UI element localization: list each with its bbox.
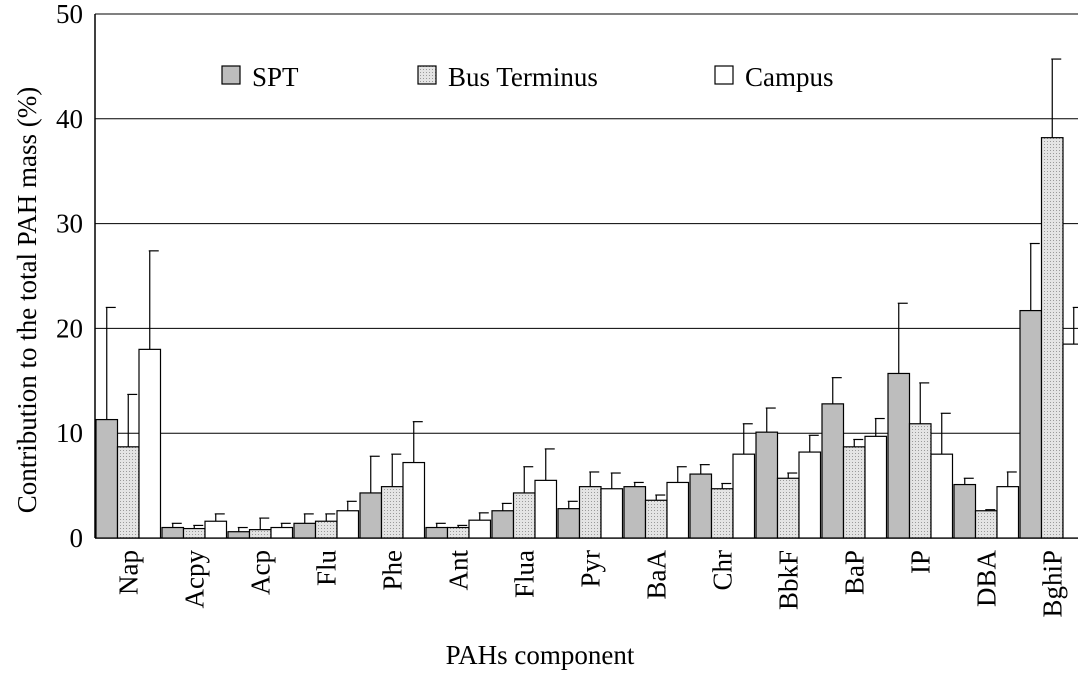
- bar: [402, 461, 426, 539]
- bar: [623, 486, 647, 539]
- y-tick-label: 50: [56, 0, 83, 29]
- bar: [336, 510, 360, 539]
- bar: [842, 446, 866, 539]
- x-tick-label: Flua: [509, 550, 539, 598]
- bar: [578, 486, 602, 539]
- bar: [996, 486, 1020, 539]
- bar: [755, 431, 779, 539]
- x-tick-label: Chr: [707, 550, 737, 591]
- x-tick-label: IP: [905, 550, 935, 574]
- bar: [534, 479, 558, 539]
- bar: [930, 453, 954, 539]
- bar: [425, 526, 449, 539]
- bar: [227, 531, 251, 539]
- bar: [600, 488, 624, 539]
- x-tick-label: DBA: [971, 550, 1001, 608]
- bar: [953, 483, 977, 539]
- x-tick-label: BaA: [641, 550, 671, 600]
- bar: [182, 527, 206, 539]
- bar: [116, 446, 140, 539]
- y-tick-label: 20: [56, 313, 83, 343]
- legend-swatch: [714, 65, 734, 85]
- x-tick-label: Nap: [113, 550, 143, 595]
- x-tick-label: Acpy: [179, 550, 209, 609]
- bar: [270, 526, 294, 539]
- bar: [446, 526, 470, 539]
- bar: [359, 492, 383, 539]
- bar: [974, 510, 998, 539]
- x-tick-label: Acp: [245, 550, 275, 595]
- y-tick-label: 10: [56, 418, 83, 448]
- x-tick-label: BghiP: [1037, 550, 1067, 618]
- bar: [1040, 137, 1064, 539]
- x-tick-label: Ant: [443, 550, 473, 591]
- bar: [644, 499, 668, 539]
- legend-label: SPT: [252, 62, 299, 92]
- bar: [468, 519, 492, 539]
- legend-swatch: [417, 65, 437, 85]
- bar: [161, 526, 185, 539]
- bar: [710, 488, 734, 539]
- bar: [138, 348, 162, 539]
- legend-swatch: [221, 65, 241, 85]
- y-tick-label: 0: [70, 523, 84, 553]
- x-tick-label: BaP: [839, 550, 869, 595]
- bar: [908, 423, 932, 539]
- bar: [380, 486, 404, 539]
- legend-label: Bus Terminus: [448, 62, 598, 92]
- x-axis-title: PAHs component: [446, 640, 635, 670]
- bar: [557, 508, 581, 539]
- x-tick-label: Phe: [377, 550, 407, 591]
- y-axis-title: Contribution to the total PAH mass (%): [12, 87, 42, 514]
- bar: [314, 520, 338, 539]
- bar: [293, 522, 317, 539]
- bar: [821, 403, 845, 539]
- x-tick-label: Pyr: [575, 550, 605, 588]
- bar: [864, 435, 888, 539]
- bar: [95, 418, 119, 539]
- bar: [776, 477, 800, 539]
- x-tick-label: Flu: [311, 550, 341, 587]
- bar: [491, 510, 515, 539]
- bar: [798, 451, 822, 539]
- bar: [204, 520, 228, 539]
- bar: [732, 453, 756, 539]
- bar: [248, 529, 272, 539]
- y-tick-label: 30: [56, 209, 83, 239]
- bar: [666, 481, 690, 539]
- x-tick-label: BbkF: [773, 550, 803, 610]
- bar: [887, 372, 911, 539]
- y-tick-label: 40: [56, 104, 83, 134]
- legend-label: Campus: [745, 62, 834, 92]
- bar: [689, 473, 713, 539]
- bar: [1019, 309, 1043, 539]
- bar: [512, 492, 536, 539]
- bar: [1062, 343, 1078, 539]
